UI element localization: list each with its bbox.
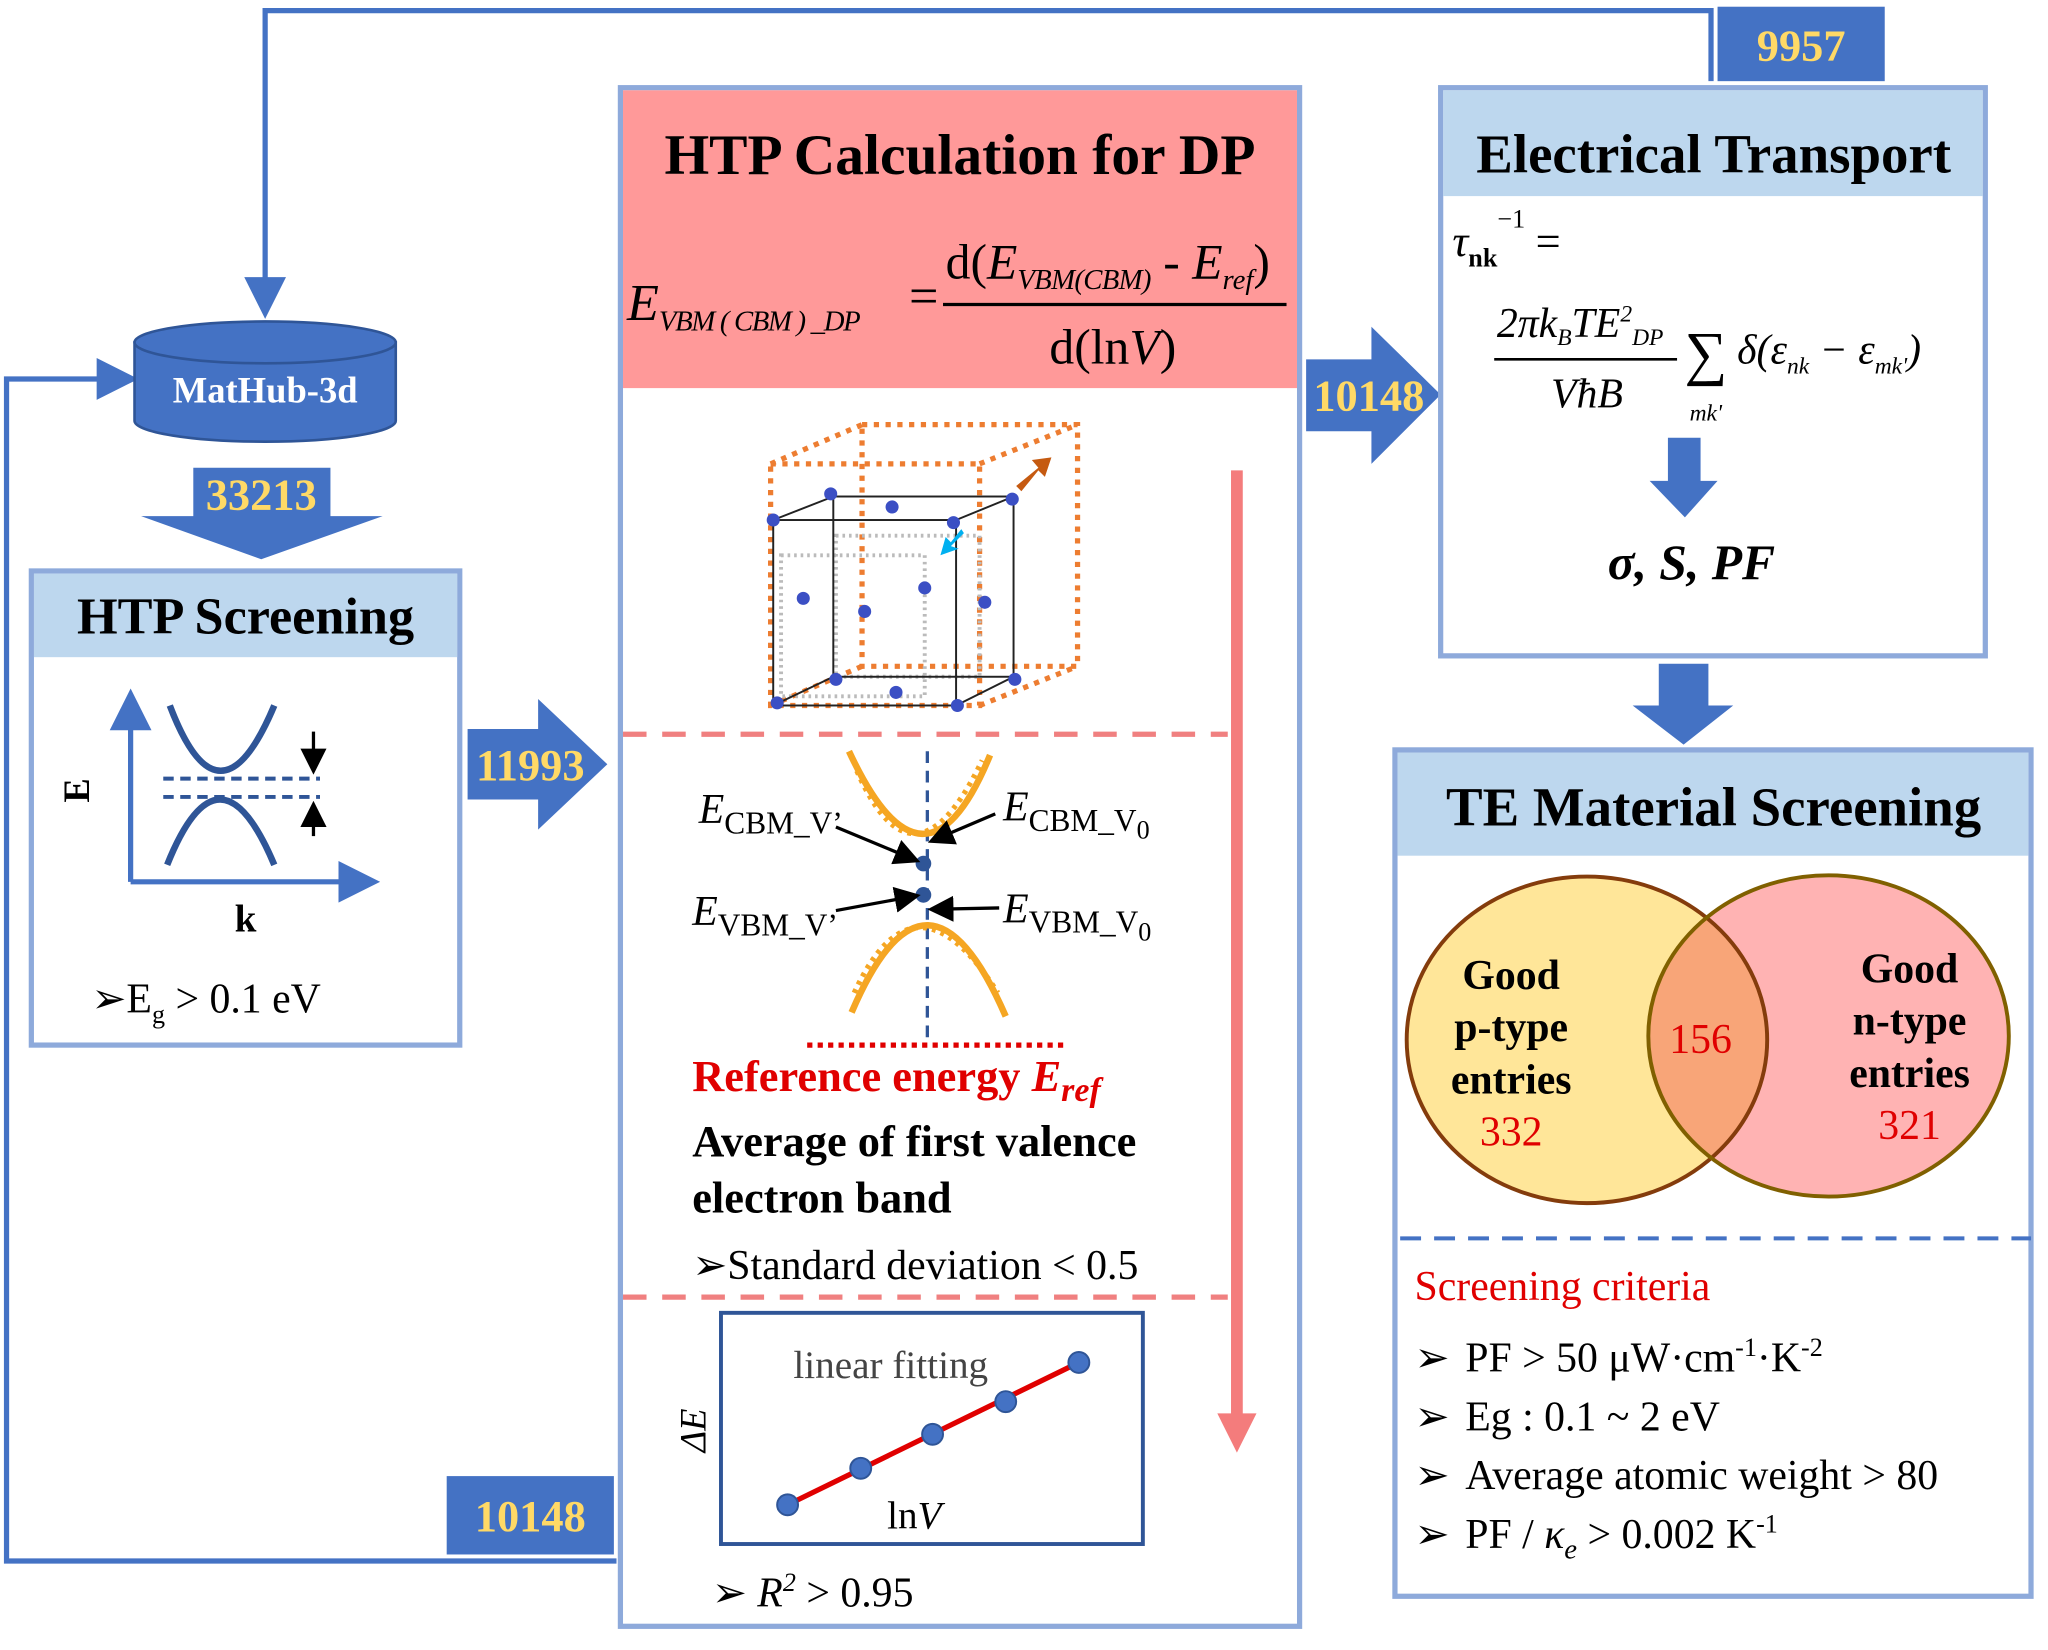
svg-text:lnV: lnV [887,1494,945,1537]
svg-text:mk': mk' [1690,401,1723,427]
svg-text:321: 321 [1878,1103,1941,1149]
svg-text:EVBM_V’: EVBM_V’ [691,889,838,942]
electrical-transport-panel: Electrical Transport τnk−1 = 2πkBTE2DP Vħ… [1438,85,1988,659]
fit-point [921,1422,944,1446]
svg-text:2πkBTE2DP: 2πkBTE2DP [1497,301,1664,351]
fit-point [776,1493,800,1517]
svg-text:➢ R2 > 0.95: ➢ R2 > 0.95 [712,1568,914,1617]
svg-text:=: = [909,268,938,326]
database-cylinder: MatHub-3d [133,320,398,443]
criterion-item: ➢ PF > 50 μW·cm-1·K-2 [1415,1333,1823,1382]
badge-top-loop: 9957 [1717,6,1885,82]
badge-bottom-loop: 10148 [446,1476,614,1555]
htp-screening-panel: HTP Screening E k ➢Eg > 0.1 eV [28,568,463,1048]
linear-fit-plot: linear fitting ΔE lnV [672,1310,1145,1546]
arrow-to-dp: 11993 [467,698,608,830]
svg-text:➢Standard deviation < 0.5: ➢Standard deviation < 0.5 [692,1243,1138,1289]
reference-energy-label: Reference energy Eref [692,1051,1104,1109]
venn-diagram: Good p-type entries 332 156 Good n-type … [1404,873,2011,1206]
bandgap-criterion: ➢Eg > 0.1 eV [91,976,320,1028]
arrow-to-transport: 10148 [1306,326,1441,464]
svg-text:d(EVBM(CBM) - Eref): d(EVBM(CBM) - Eref) [946,234,1270,295]
crystal-cell-illustration [766,422,1081,713]
svg-text:11993: 11993 [476,740,585,790]
svg-text:10148: 10148 [1313,370,1424,420]
panel-title: HTP Screening [77,588,414,646]
dp-formula: EVBM ( CBM ) _DP = d(EVBM(CBM) - Eref) d… [626,234,1287,374]
svg-text:ECBM_V0: ECBM_V0 [1002,784,1150,844]
svg-text:p-type: p-type [1454,1005,1568,1051]
svg-text:EVBM ( CBM ) _DP: EVBM ( CBM ) _DP [626,274,860,337]
svg-text:linear fitting: linear fitting [793,1344,988,1387]
svg-text:9957: 9957 [1757,20,1846,70]
svg-text:entries: entries [1451,1057,1572,1103]
svg-text:33213: 33213 [206,470,317,520]
svg-text:156: 156 [1669,1017,1732,1063]
svg-text:EVBM_V0: EVBM_V0 [1002,886,1151,946]
fit-point [849,1456,873,1480]
progress-arrow [1217,470,1257,1453]
svg-text:VħB: VħB [1551,372,1623,418]
arrow-to-te-screening [1632,663,1734,745]
criterion-item: ➢ Average atomic weight > 80 [1415,1453,1939,1499]
svg-text:10148: 10148 [475,1491,586,1541]
band-edge-illustration: ECBM_V’ ECBM_V0 EVBM_V’ EVBM_V0 [691,749,1151,1048]
svg-text:δ(εnk − εmk'): δ(εnk − εmk') [1737,327,1921,379]
svg-text:MatHub-3d: MatHub-3d [173,369,358,410]
svg-text:ECBM_V’: ECBM_V’ [698,787,843,840]
svg-text:Good: Good [1462,953,1560,999]
svg-text:entries: entries [1849,1051,1970,1097]
fit-point [1067,1351,1091,1374]
panel-title: Electrical Transport [1476,124,1951,185]
svg-text:σ, S, PF: σ, S, PF [1608,535,1775,590]
svg-text:∑: ∑ [1684,320,1727,387]
panel-title: HTP Calculation for DP [664,124,1255,187]
svg-text:332: 332 [1480,1110,1543,1156]
top-loop-line [244,8,1714,319]
criteria-title: Screening criteria [1415,1264,1711,1310]
dp-calculation-panel: HTP Calculation for DP EVBM ( CBM ) _DP … [617,85,1303,1629]
svg-text:d(lnV): d(lnV) [1049,319,1176,374]
criterion-item: ➢ Eg : 0.1 ~ 2 eV [1415,1394,1720,1440]
arrow-to-screening: 33213 [141,467,383,560]
fit-point [994,1390,1018,1414]
svg-text:electron band: electron band [692,1172,952,1222]
scattering-formula: τnk−1 = 2πkBTE2DP VħB ∑ mk' δ(εnk − εmk') [1452,204,1921,426]
criterion-item: ➢ PF / κe > 0.002 K-1 [1415,1509,1778,1565]
svg-text:k: k [235,897,257,940]
bottom-loop-line [3,358,617,1564]
panel-title: TE Material Screening [1446,777,1981,838]
te-screening-panel: TE Material Screening Good p-type entrie… [1392,747,2034,1599]
svg-text:E: E [56,778,97,802]
svg-text:Good: Good [1861,946,1959,992]
svg-text:n-type: n-type [1853,999,1967,1045]
svg-text:Average of first valence: Average of first valence [692,1116,1136,1166]
svg-text:ΔE: ΔE [672,1408,713,1454]
svg-text:τnk−1=: τnk−1 = [1452,204,1560,272]
